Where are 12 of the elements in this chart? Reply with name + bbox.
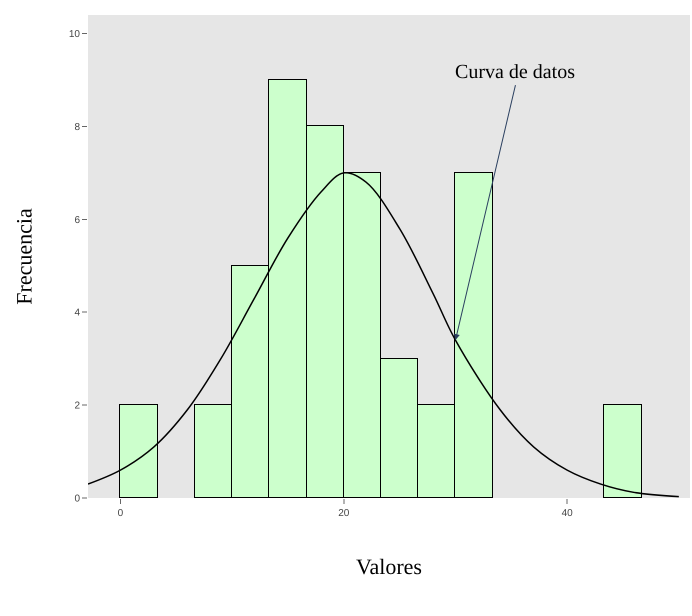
x-tick-label: 20 (338, 508, 350, 519)
y-tick-label: 8 (74, 122, 80, 133)
y-tick-label: 10 (68, 29, 80, 40)
y-tick-label: 6 (74, 214, 80, 226)
y-tick-label: 4 (74, 308, 80, 319)
y-tick-label: 0 (74, 494, 80, 504)
x-tick-label: 40 (562, 508, 574, 519)
x-axis-title: Valores (356, 554, 422, 579)
x-tick-label: 0 (118, 508, 124, 519)
y-tick-label: 2 (74, 400, 80, 412)
annotation: Curva de datos (455, 61, 576, 83)
y-axis-title: Frecuencia (12, 208, 37, 305)
